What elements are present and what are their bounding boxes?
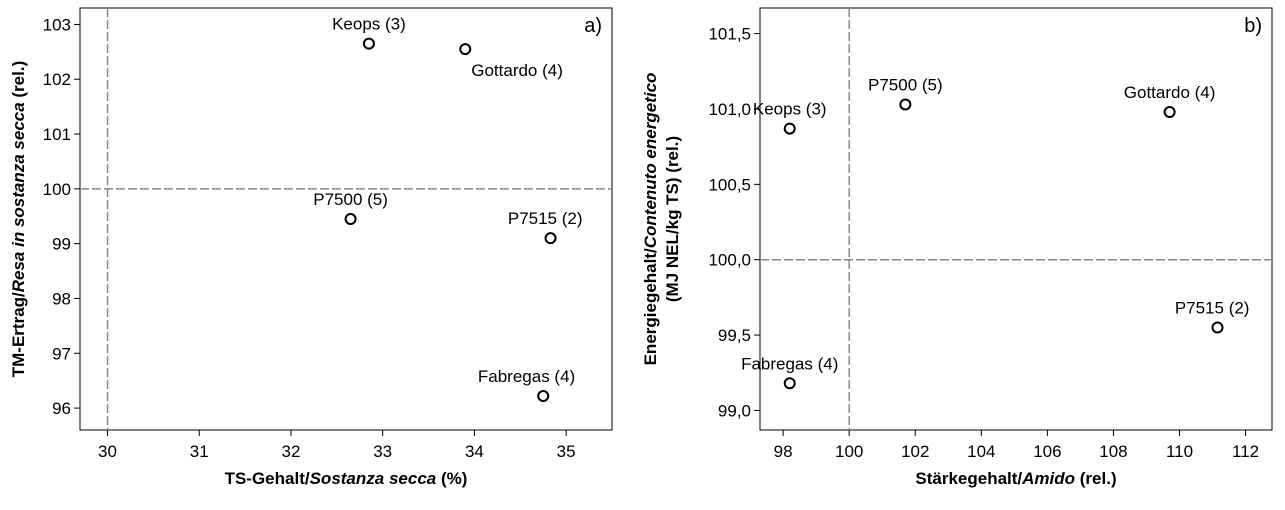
data-point <box>344 213 357 225</box>
x-tick-label: 112 <box>1232 442 1259 461</box>
data-point-label: P7515 (2) <box>508 209 583 228</box>
x-tick-label: 34 <box>465 442 484 461</box>
x-axis-title: TS-Gehalt/Sostanza secca (%) <box>225 469 468 488</box>
x-tick-label: 35 <box>557 442 576 461</box>
x-tick-label: 100 <box>835 442 863 461</box>
y-axis-title: Energiegehalt/Contenuto energetico <box>641 73 660 366</box>
data-point <box>537 390 550 403</box>
data-point-label: Fabregas (4) <box>478 367 575 386</box>
data-point-label: Keops (3) <box>753 100 827 119</box>
y-tick-label: 100 <box>43 180 71 199</box>
data-point-label: P7500 (5) <box>313 190 388 209</box>
data-point <box>783 377 796 390</box>
y-tick-label: 98 <box>52 289 71 308</box>
y-axis-title-line2: (MJ NEL/kg TS) (rel.) <box>663 136 682 302</box>
panel-label: a) <box>584 15 602 37</box>
y-tick-label: 99 <box>52 235 71 254</box>
data-point-label: P7500 (5) <box>868 75 943 94</box>
x-tick-label: 30 <box>98 442 117 461</box>
y-tick-label: 97 <box>52 344 71 363</box>
chart-panel-b: 98 100 102 104 106 108 110 112 99,0 99,5 100,0 100,… <box>641 7 1273 488</box>
x-tick-label: 108 <box>1099 442 1127 461</box>
y-tick-label: 103 <box>43 15 71 34</box>
plot-frame <box>79 7 613 431</box>
data-point <box>544 232 557 245</box>
x-tick-label: 102 <box>901 442 929 461</box>
y-tick-label: 101 <box>43 125 71 144</box>
data-point-label: P7515 (2) <box>1175 299 1250 318</box>
panel-label: b) <box>1244 15 1262 37</box>
y-tick-label: 99,5 <box>718 326 751 345</box>
data-point <box>362 37 375 50</box>
y-tick-label: 96 <box>52 399 71 418</box>
data-point <box>1163 105 1176 118</box>
data-point-label: Keops (3) <box>332 15 406 34</box>
data-point-label: Gottardo (4) <box>1124 83 1216 102</box>
data-point-label: Gottardo (4) <box>471 61 563 80</box>
y-tick-label: 102 <box>43 70 71 89</box>
y-tick-label: 100,5 <box>708 175 751 194</box>
y-tick-label: 101,5 <box>708 25 751 44</box>
x-tick-label: 104 <box>967 442 995 461</box>
chart-panel-a: 30 31 32 33 34 35 96 97 98 99 100 101 102 103 a) Keops … <box>9 7 613 488</box>
y-axis-title: TM-Ertrag/Resa in sostanza secca (rel.) <box>9 61 28 378</box>
x-tick-label: 31 <box>190 442 209 461</box>
data-point <box>459 43 472 56</box>
y-tick-label: 99,0 <box>718 401 751 420</box>
x-tick-label: 32 <box>282 442 301 461</box>
x-tick-label: 33 <box>373 442 392 461</box>
x-tick-label: 98 <box>774 442 793 461</box>
x-axis-title: Stärkegehalt/Amido (rel.) <box>915 469 1116 488</box>
x-tick-label: 106 <box>1033 442 1061 461</box>
data-point <box>899 98 912 111</box>
plot-frame <box>759 7 1273 431</box>
data-point <box>1211 321 1224 334</box>
y-tick-label: 101,0 <box>708 100 751 119</box>
x-tick-label: 110 <box>1166 442 1193 461</box>
data-point <box>783 122 796 135</box>
data-point-label: Fabregas (4) <box>741 354 838 373</box>
y-tick-label: 100,0 <box>708 251 751 270</box>
